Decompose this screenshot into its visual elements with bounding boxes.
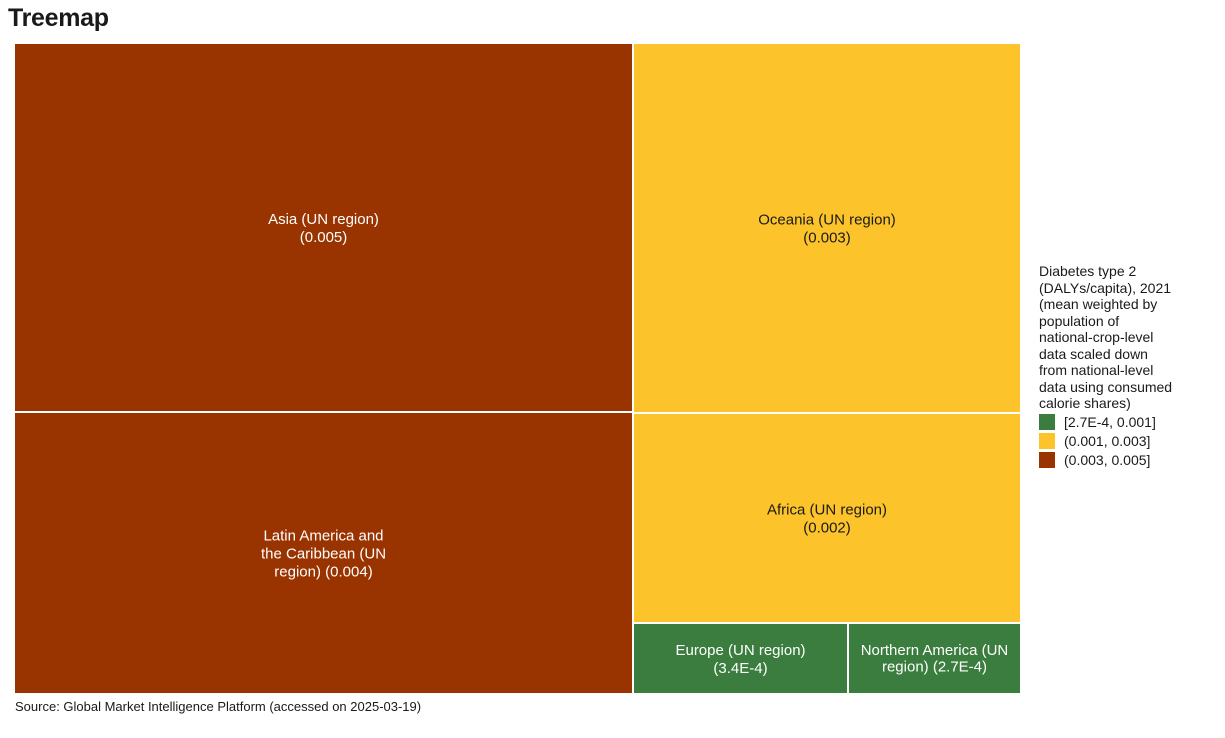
legend-swatch (1039, 452, 1055, 468)
legend-label: (0.003, 0.005] (1064, 451, 1151, 468)
legend-label: [2.7E-4, 0.001] (1064, 413, 1156, 430)
treemap-chart: Asia (UN region) (0.005) Latin America and… (15, 44, 1020, 693)
chart-title: Treemap (8, 4, 109, 32)
legend-swatch (1039, 433, 1055, 449)
treemap-tile (634, 624, 847, 693)
treemap-tile (15, 44, 632, 411)
tile-label: Asia (UN region) (0.005) (268, 211, 379, 246)
legend-item: (0.003, 0.005] (1039, 452, 1219, 469)
legend-title: Diabetes type 2 (DALYs/capita), 2021 (me… (1039, 263, 1173, 411)
tile-label: Northern America (UN region) (2.7E-4) (861, 642, 1009, 675)
source-note: Source: Global Market Intelligence Platf… (15, 699, 422, 714)
treemap-tile (634, 414, 1020, 622)
treemap-tile (849, 624, 1020, 693)
legend-item: (0.001, 0.003] (1039, 433, 1219, 450)
tile-label: Europe (UN region) (3.4E-4) (675, 642, 805, 677)
tile-label: Oceania (UN region) (0.003) (758, 211, 896, 246)
legend-swatch (1039, 414, 1055, 430)
tile-label: Africa (UN region) (0.002) (767, 501, 887, 536)
treemap-tile (634, 44, 1020, 412)
treemap-tile (15, 413, 632, 693)
tile-label: Latin America and the Caribbean (UN region… (261, 527, 386, 580)
legend-item: [2.7E-4, 0.001] (1039, 414, 1219, 431)
legend-label: (0.001, 0.003] (1064, 432, 1151, 449)
legend: Diabetes type 2 (DALYs/capita), 2021 (me… (1039, 263, 1219, 469)
